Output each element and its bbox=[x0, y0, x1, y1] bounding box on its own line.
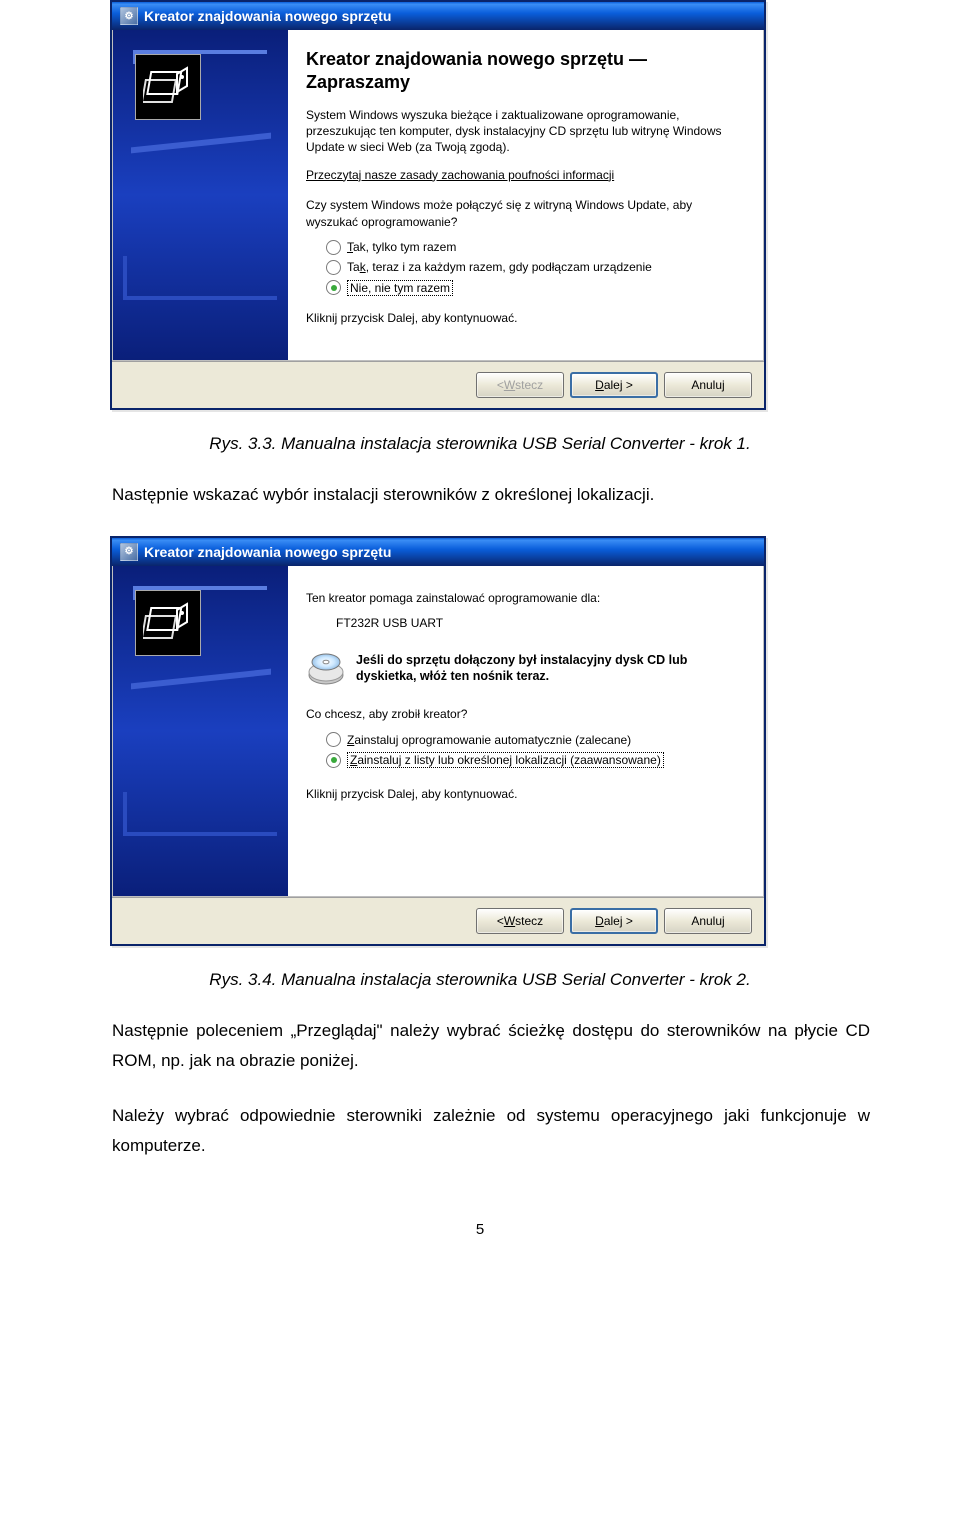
doc-paragraph-3: Należy wybrać odpowiednie sterowniki zal… bbox=[112, 1101, 870, 1161]
radio-label-auto: ainstaluj oprogramowanie automatycznie (… bbox=[354, 733, 631, 747]
wizard-2-button-bar: < Wstecz Dalej > Anuluj bbox=[112, 897, 764, 944]
cancel-button[interactable]: Anuluj bbox=[664, 908, 752, 934]
wizard-1-connect-question: Czy system Windows może połączyć się z w… bbox=[306, 197, 745, 229]
wizard-1-intro: System Windows wyszuka bieżące i zaktual… bbox=[306, 107, 745, 156]
privacy-link[interactable]: Przeczytaj nasze zasady zachowania poufn… bbox=[306, 167, 614, 184]
wizard-2-intro: Ten kreator pomaga zainstalować oprogram… bbox=[306, 590, 745, 606]
hardware-wizard-icon: ⚙ bbox=[120, 543, 138, 561]
wizard-1-radio-group: Tak, tylko tym razem Tak, teraz i za każ… bbox=[326, 240, 745, 296]
figure-caption-1: Rys. 3.3. Manualna instalacja sterownika… bbox=[0, 434, 960, 454]
cd-hint-row: Jeśli do sprzętu dołączony był instalacy… bbox=[306, 648, 745, 688]
wizard-2-body: Ten kreator pomaga zainstalować oprogram… bbox=[112, 566, 764, 897]
wizard-1-continue-hint: Kliknij przycisk Dalej, aby kontynuować. bbox=[306, 310, 745, 326]
doc-paragraph-1: Następnie wskazać wybór instalacji stero… bbox=[112, 480, 870, 510]
wizard-2-content: Ten kreator pomaga zainstalować oprogram… bbox=[288, 566, 763, 896]
wizard-2-continue-hint: Kliknij przycisk Dalej, aby kontynuować. bbox=[306, 786, 745, 802]
wizard-1-screenshot: ⚙ Kreator znajdowania nowego sprzętu bbox=[110, 0, 766, 410]
wizard-2-screenshot: ⚙ Kreator znajdowania nowego sprzętu bbox=[110, 536, 766, 946]
radio-label-2: , teraz i za każdym razem, gdy podłączam… bbox=[366, 260, 652, 274]
radio-list-location[interactable]: Zainstaluj z listy lub określonej lokali… bbox=[326, 752, 745, 768]
cd-icon bbox=[306, 648, 346, 688]
wizard-window-2: ⚙ Kreator znajdowania nowego sprzętu bbox=[110, 536, 766, 946]
radio-icon bbox=[326, 240, 341, 255]
wizard-2-radio-group: Zainstaluj oprogramowanie automatycznie … bbox=[326, 732, 745, 768]
radio-auto-install[interactable]: Zainstaluj oprogramowanie automatycznie … bbox=[326, 732, 745, 747]
wizard-1-content: Kreator znajdowania nowego sprzętu — Zap… bbox=[288, 30, 763, 360]
radio-label-list: ainstaluj z listy lub określonej lokaliz… bbox=[357, 753, 660, 767]
wizard-2-side-panel bbox=[113, 566, 288, 896]
radio-yes-once[interactable]: Tak, tylko tym razem bbox=[326, 240, 745, 255]
back-button[interactable]: < Wstecz bbox=[476, 908, 564, 934]
next-button[interactable]: Dalej > bbox=[570, 372, 658, 398]
wizard-2-titlebar[interactable]: ⚙ Kreator znajdowania nowego sprzętu bbox=[112, 538, 764, 566]
radio-label-3: Nie, nie tym razem bbox=[347, 280, 453, 296]
radio-label-1: ak, tylko tym razem bbox=[353, 240, 456, 254]
wizard-1-button-bar: < Wstecz Dalej > Anuluj bbox=[112, 361, 764, 408]
wizard-window-1: ⚙ Kreator znajdowania nowego sprzętu bbox=[110, 0, 766, 410]
figure-caption-2: Rys. 3.4. Manualna instalacja sterownika… bbox=[0, 970, 960, 990]
hardware-icon bbox=[135, 54, 201, 120]
document-page: ⚙ Kreator znajdowania nowego sprzętu bbox=[0, 0, 960, 1278]
cd-hint-text: Jeśli do sprzętu dołączony był instalacy… bbox=[356, 652, 745, 685]
radio-no[interactable]: Nie, nie tym razem bbox=[326, 280, 745, 296]
device-name: FT232R USB UART bbox=[336, 616, 745, 630]
wizard-2-question: Co chcesz, aby zrobił kreator? bbox=[306, 706, 745, 722]
back-button[interactable]: < Wstecz bbox=[476, 372, 564, 398]
radio-icon bbox=[326, 753, 341, 768]
cancel-button[interactable]: Anuluj bbox=[664, 372, 752, 398]
wizard-1-titlebar[interactable]: ⚙ Kreator znajdowania nowego sprzętu bbox=[112, 2, 764, 30]
radio-yes-always[interactable]: Tak, teraz i za każdym razem, gdy podłąc… bbox=[326, 260, 745, 275]
wizard-2-title: Kreator znajdowania nowego sprzętu bbox=[144, 544, 391, 560]
doc-paragraph-2: Następnie poleceniem „Przeglądaj" należy… bbox=[112, 1016, 870, 1076]
wizard-1-side-panel bbox=[113, 30, 288, 360]
hardware-icon bbox=[135, 590, 201, 656]
radio-icon bbox=[326, 260, 341, 275]
radio-icon bbox=[326, 280, 341, 295]
next-button[interactable]: Dalej > bbox=[570, 908, 658, 934]
radio-icon bbox=[326, 732, 341, 747]
page-number: 5 bbox=[0, 1221, 960, 1238]
hardware-wizard-icon: ⚙ bbox=[120, 7, 138, 25]
wizard-1-heading: Kreator znajdowania nowego sprzętu — Zap… bbox=[306, 48, 745, 93]
wizard-1-title: Kreator znajdowania nowego sprzętu bbox=[144, 8, 391, 24]
wizard-1-body: Kreator znajdowania nowego sprzętu — Zap… bbox=[112, 30, 764, 361]
